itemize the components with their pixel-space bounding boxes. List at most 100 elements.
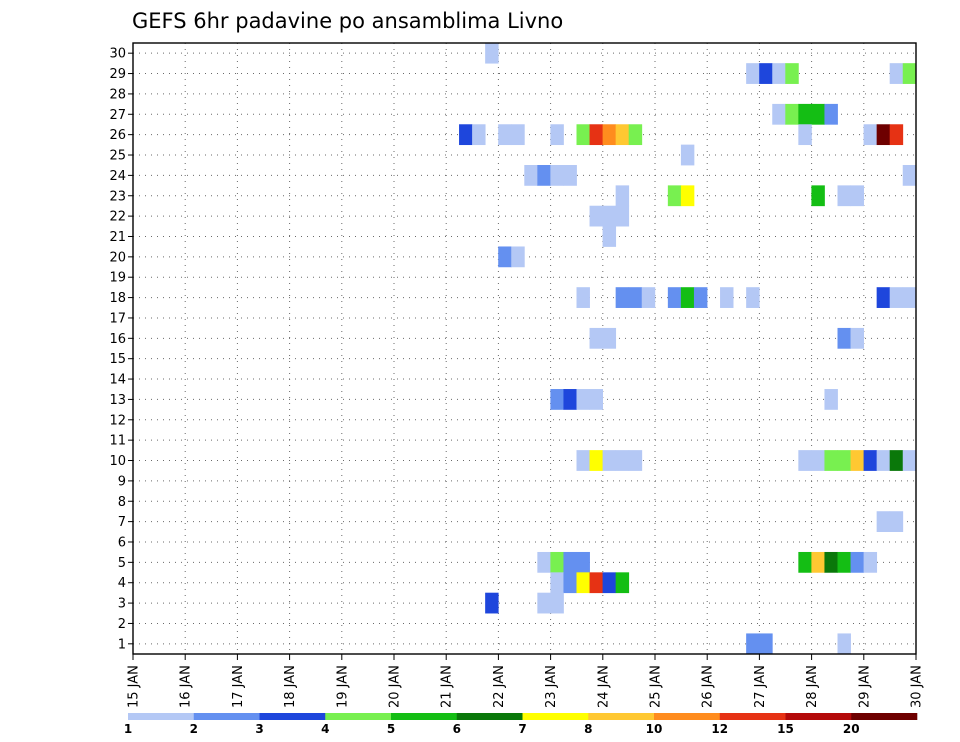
legend-label: 7 xyxy=(518,722,526,736)
precip-cell xyxy=(902,450,917,471)
precip-cell xyxy=(772,63,786,84)
precip-cell xyxy=(537,551,551,573)
precip-cell xyxy=(589,327,603,349)
precip-cell xyxy=(576,124,590,146)
precip-cell xyxy=(680,144,695,166)
y-tick-label: 22 xyxy=(109,210,126,225)
y-tick-label: 10 xyxy=(109,454,126,469)
x-tick-label: 21 JAN xyxy=(440,665,455,708)
precip-cell xyxy=(759,63,773,84)
x-tick-label: 16 JAN xyxy=(179,665,194,708)
y-tick-label: 2 xyxy=(118,617,126,632)
precip-cell xyxy=(902,165,917,186)
precip-cell xyxy=(837,633,851,655)
precip-cell xyxy=(615,124,630,146)
legend-swatch xyxy=(522,713,589,720)
precip-cell xyxy=(615,287,630,308)
y-tick-label: 20 xyxy=(109,250,126,265)
y-axis: 1234567891011121314151617181920212223242… xyxy=(109,47,133,652)
legend-swatch xyxy=(325,713,392,720)
precip-cell xyxy=(837,450,851,471)
x-tick-label: 18 JAN xyxy=(283,665,298,708)
precip-cell xyxy=(615,572,630,594)
y-tick-label: 16 xyxy=(109,332,126,347)
precip-cell xyxy=(902,63,917,84)
legend-swatch xyxy=(654,713,721,720)
legend-label: 2 xyxy=(190,722,198,736)
precip-cell xyxy=(576,551,590,573)
precip-cell xyxy=(798,551,812,573)
precip-cell xyxy=(602,572,617,594)
x-tick-label: 19 JAN xyxy=(335,665,350,708)
precip-cell xyxy=(798,103,812,125)
precip-cell xyxy=(798,124,812,146)
legend-swatch xyxy=(851,713,918,720)
y-tick-label: 12 xyxy=(109,413,126,428)
y-tick-label: 14 xyxy=(109,373,126,388)
y-tick-label: 8 xyxy=(118,495,126,510)
precip-cell xyxy=(746,63,760,84)
precip-cell xyxy=(850,551,864,573)
precip-cell xyxy=(876,450,891,471)
precip-cell xyxy=(576,450,590,471)
precip-cell xyxy=(889,124,904,146)
precip-cell xyxy=(602,205,617,227)
y-tick-label: 9 xyxy=(118,474,126,489)
y-tick-label: 3 xyxy=(118,597,126,612)
precip-cell xyxy=(720,287,734,308)
y-tick-label: 6 xyxy=(118,535,126,550)
precip-cell xyxy=(628,124,643,146)
x-tick-label: 28 JAN xyxy=(805,665,820,708)
legend-label: 8 xyxy=(584,722,592,736)
x-tick-label: 24 JAN xyxy=(596,665,611,708)
x-tick-label: 29 JAN xyxy=(857,665,872,708)
legend-swatch xyxy=(391,713,458,720)
y-tick-label: 27 xyxy=(109,108,126,123)
legend-label: 4 xyxy=(321,722,329,736)
precip-cell xyxy=(615,205,630,227)
precip-cell xyxy=(589,124,603,146)
precip-cell xyxy=(511,124,525,146)
precip-cell xyxy=(589,389,603,410)
precip-cell xyxy=(824,389,838,410)
precip-cell xyxy=(759,633,773,655)
y-tick-label: 18 xyxy=(109,291,126,306)
precip-cell xyxy=(550,124,564,146)
y-tick-label: 15 xyxy=(109,352,126,367)
y-tick-label: 5 xyxy=(118,556,126,571)
x-tick-label: 25 JAN xyxy=(649,665,664,708)
precip-cell xyxy=(772,103,786,125)
y-tick-label: 23 xyxy=(109,189,126,204)
precip-cell xyxy=(576,389,590,410)
precip-cell xyxy=(889,287,904,308)
precip-cell xyxy=(746,633,760,655)
precip-cell xyxy=(902,287,917,308)
color-legend: 1 2 3 4 5 6 7 8 10 12 15 20 xyxy=(124,713,918,736)
precip-cell xyxy=(563,572,577,594)
precip-cell xyxy=(693,287,708,308)
precip-cell xyxy=(850,185,864,207)
y-tick-label: 11 xyxy=(109,434,126,449)
precip-cell xyxy=(602,327,617,349)
x-tick-label: 17 JAN xyxy=(231,665,246,708)
precip-cell xyxy=(472,124,486,146)
y-tick-label: 19 xyxy=(109,271,126,286)
precip-cell xyxy=(550,572,564,594)
precip-cell xyxy=(824,551,838,573)
precip-cell xyxy=(785,103,799,125)
precip-cell xyxy=(524,165,538,186)
precip-cell xyxy=(746,287,760,308)
x-tick-label: 26 JAN xyxy=(701,665,716,708)
x-tick-label: 23 JAN xyxy=(544,665,559,708)
precip-cell xyxy=(511,246,525,268)
x-tick-label: 27 JAN xyxy=(753,665,768,708)
x-tick-label: 20 JAN xyxy=(388,665,403,708)
precip-cell xyxy=(589,450,603,471)
precip-cell xyxy=(459,124,473,146)
legend-swatch xyxy=(785,713,852,720)
precip-cell xyxy=(550,389,564,410)
legend-swatch xyxy=(193,713,260,720)
legend-swatch xyxy=(259,713,326,720)
precip-cell xyxy=(641,287,656,308)
